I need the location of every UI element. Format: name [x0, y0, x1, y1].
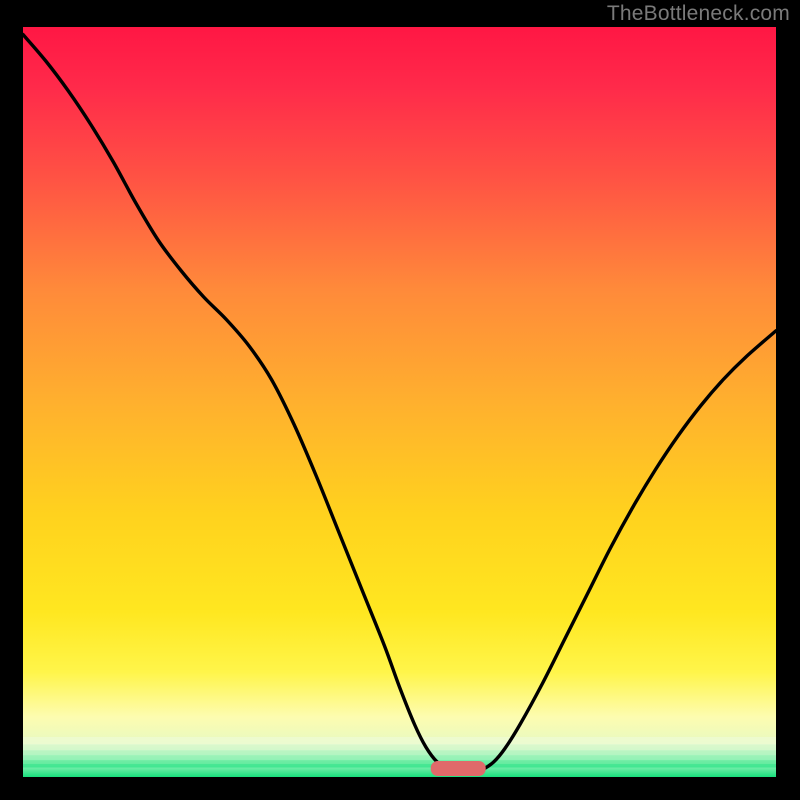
plot-background — [23, 27, 776, 777]
bottleneck-chart — [0, 0, 800, 800]
green-gradient-floor — [23, 737, 776, 768]
optimum-marker — [431, 761, 486, 776]
watermark-text: TheBottleneck.com — [601, 0, 800, 28]
